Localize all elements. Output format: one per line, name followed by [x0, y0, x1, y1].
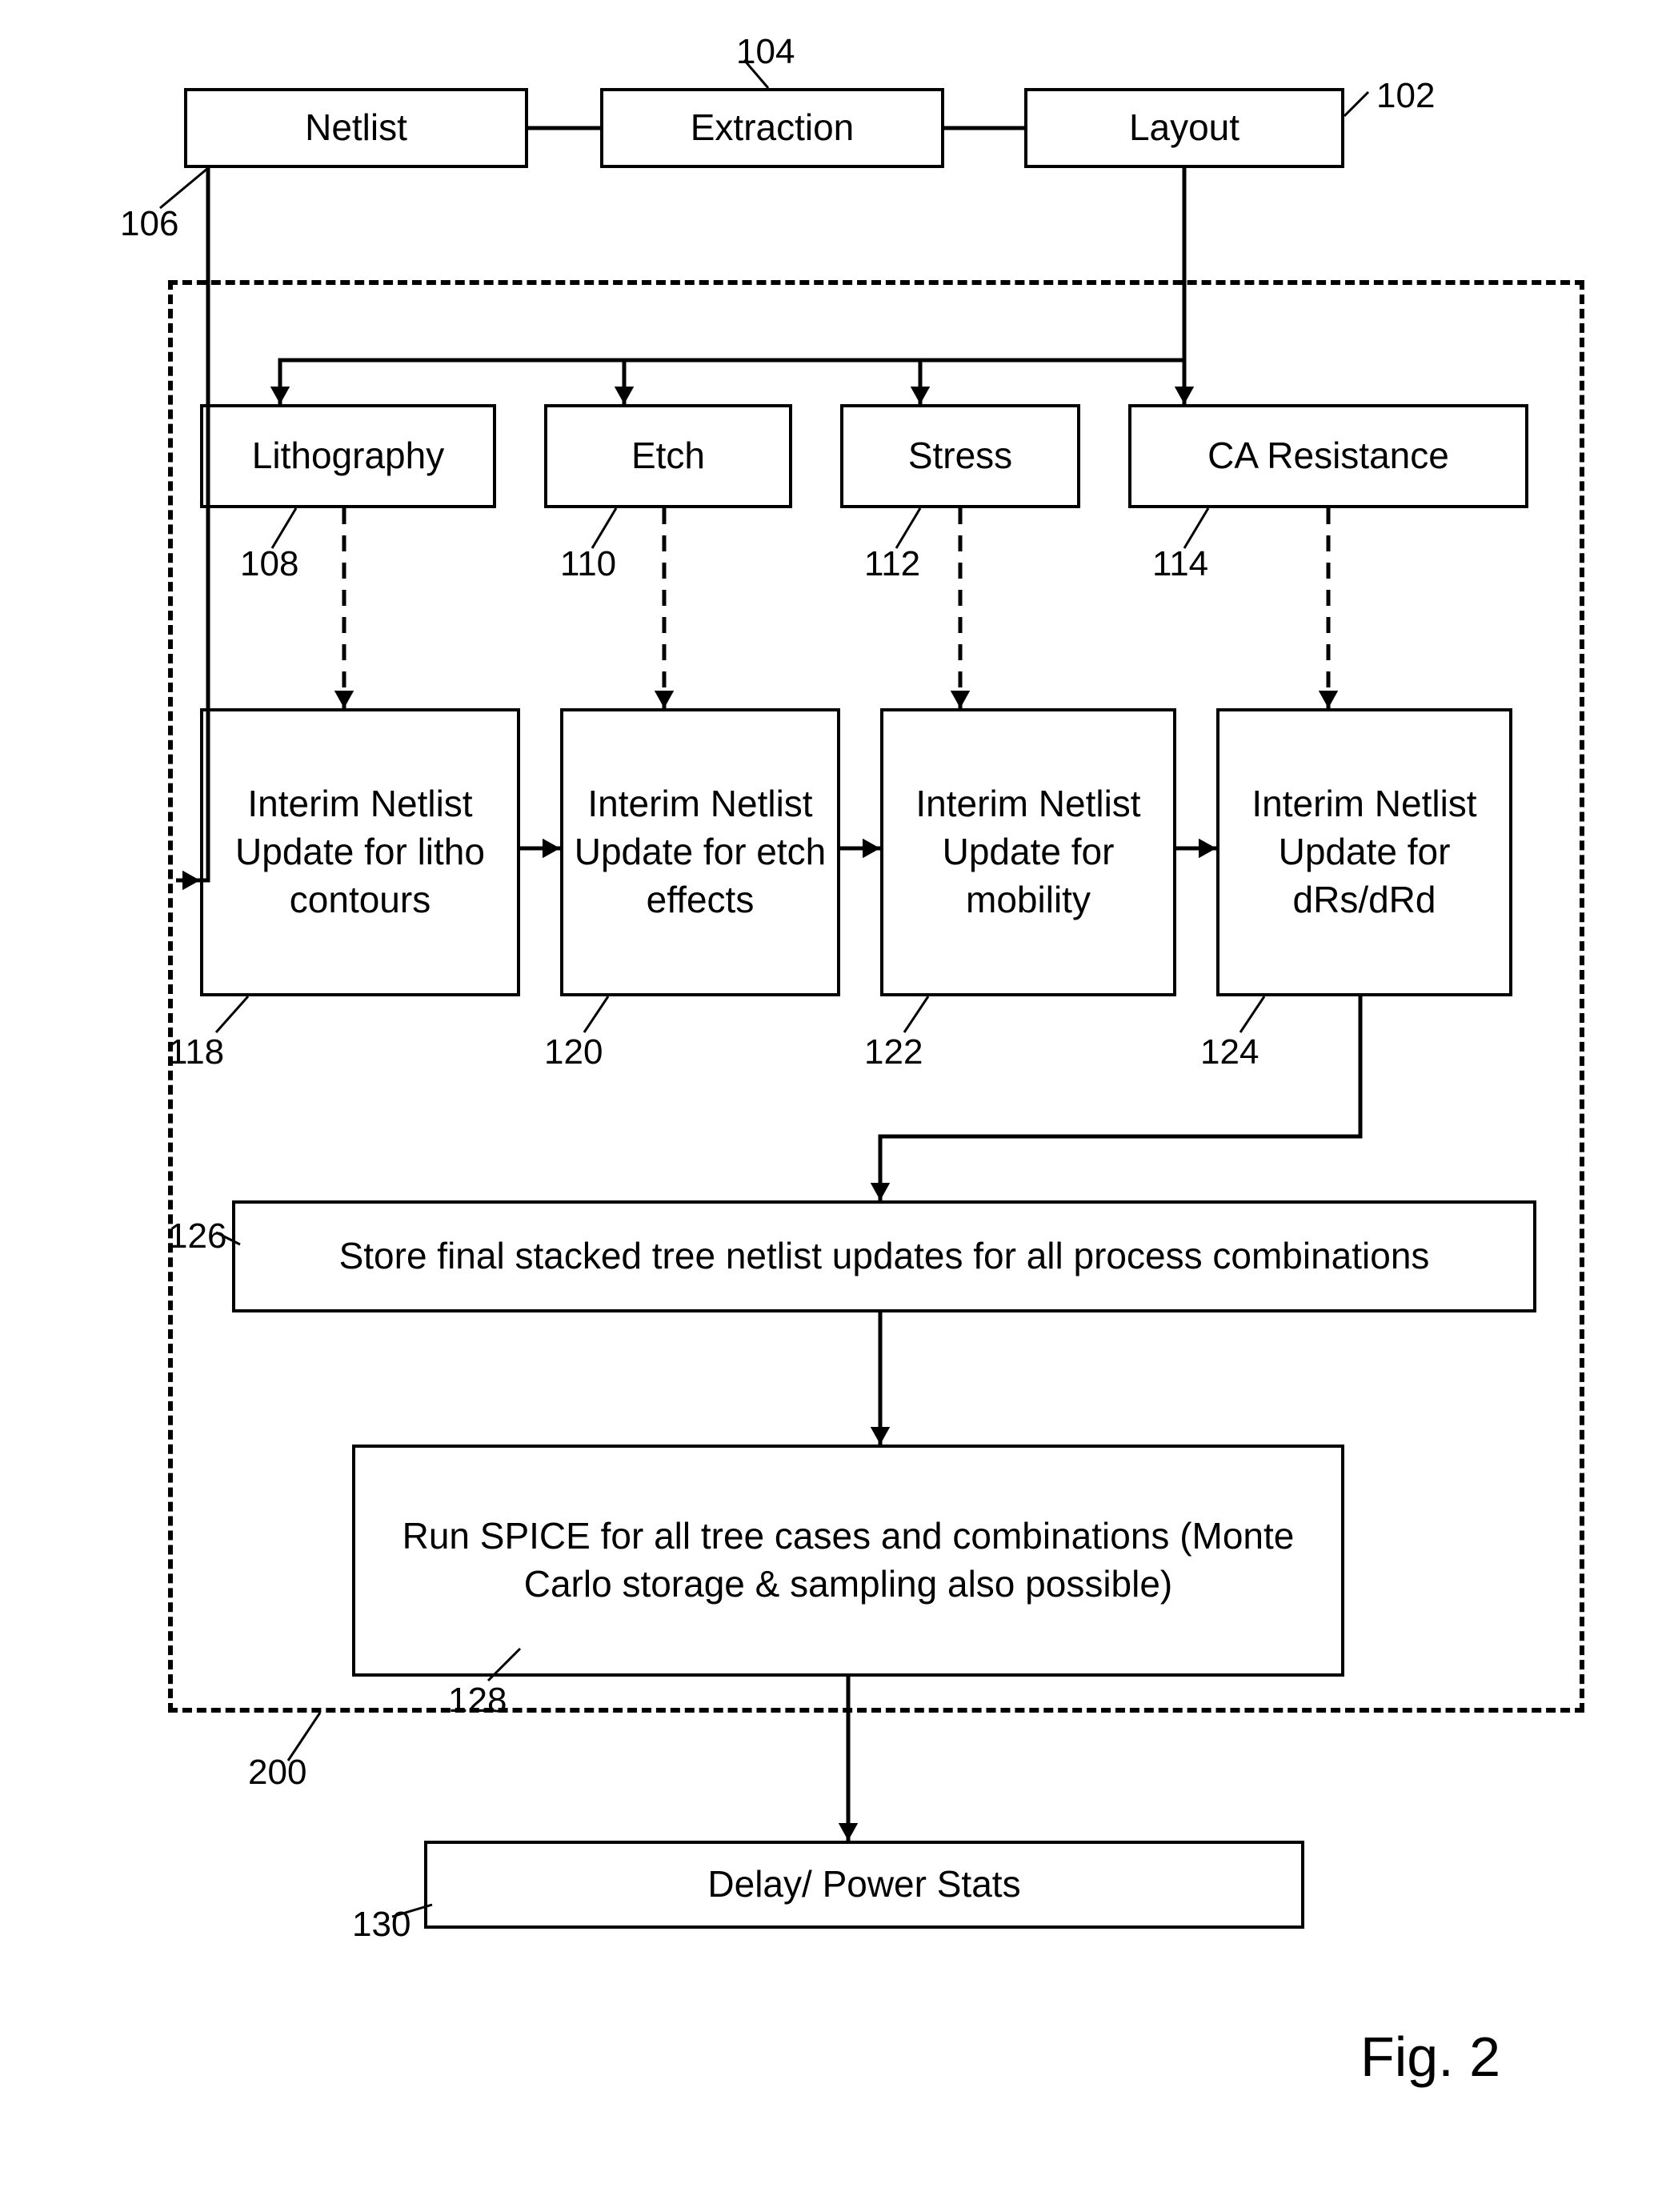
box-text-ca_resistance: CA Resistance [1207, 432, 1449, 480]
box-interim_dRs: Interim Netlist Update for dRs/dRd [1216, 708, 1512, 996]
box-text-interim_litho: Interim Netlist Update for litho contour… [211, 780, 509, 924]
ref-label-120: 120 [544, 1032, 603, 1072]
box-ca_resistance: CA Resistance [1128, 404, 1528, 508]
ref-label-108: 108 [240, 544, 298, 584]
box-store_final: Store final stacked tree netlist updates… [232, 1200, 1536, 1312]
box-extraction: Extraction [600, 88, 944, 168]
ref-label-110: 110 [560, 544, 616, 584]
ref-label-122: 122 [864, 1032, 923, 1072]
box-text-run_spice: Run SPICE for all tree cases and combina… [363, 1513, 1333, 1609]
box-interim_litho: Interim Netlist Update for litho contour… [200, 708, 520, 996]
figure-label: Fig. 2 [1360, 2025, 1500, 2089]
box-text-store_final: Store final stacked tree netlist updates… [339, 1232, 1430, 1280]
ref-label-112: 112 [864, 544, 920, 584]
box-stress: Stress [840, 404, 1080, 508]
ref-label-114: 114 [1152, 544, 1208, 584]
box-etch: Etch [544, 404, 792, 508]
box-interim_etch: Interim Netlist Update for etch effects [560, 708, 840, 996]
ref-label-124: 124 [1200, 1032, 1259, 1072]
ref-label-104: 104 [736, 32, 795, 72]
box-text-delay_power: Delay/ Power Stats [707, 1861, 1020, 1909]
box-text-interim_etch: Interim Netlist Update for etch effects [571, 780, 829, 924]
box-netlist: Netlist [184, 88, 528, 168]
box-text-etch: Etch [631, 432, 705, 480]
box-text-interim_mobil: Interim Netlist Update for mobility [891, 780, 1165, 924]
box-run_spice: Run SPICE for all tree cases and combina… [352, 1445, 1344, 1677]
ref-label-130: 130 [352, 1905, 410, 1945]
box-text-lithography: Lithography [252, 432, 444, 480]
box-text-interim_dRs: Interim Netlist Update for dRs/dRd [1227, 780, 1501, 924]
ref-label-200: 200 [248, 1753, 306, 1793]
box-delay_power: Delay/ Power Stats [424, 1841, 1304, 1929]
ref-label-128: 128 [448, 1681, 507, 1721]
box-text-extraction: Extraction [691, 104, 855, 152]
ref-label-126: 126 [168, 1216, 226, 1256]
box-layout: Layout [1024, 88, 1344, 168]
box-text-layout: Layout [1129, 104, 1239, 152]
box-text-stress: Stress [908, 432, 1012, 480]
ref-label-118: 118 [168, 1032, 224, 1072]
box-interim_mobil: Interim Netlist Update for mobility [880, 708, 1176, 996]
box-lithography: Lithography [200, 404, 496, 508]
box-text-netlist: Netlist [305, 104, 407, 152]
ref-label-102: 102 [1376, 76, 1435, 116]
ref-label-106: 106 [120, 204, 178, 244]
